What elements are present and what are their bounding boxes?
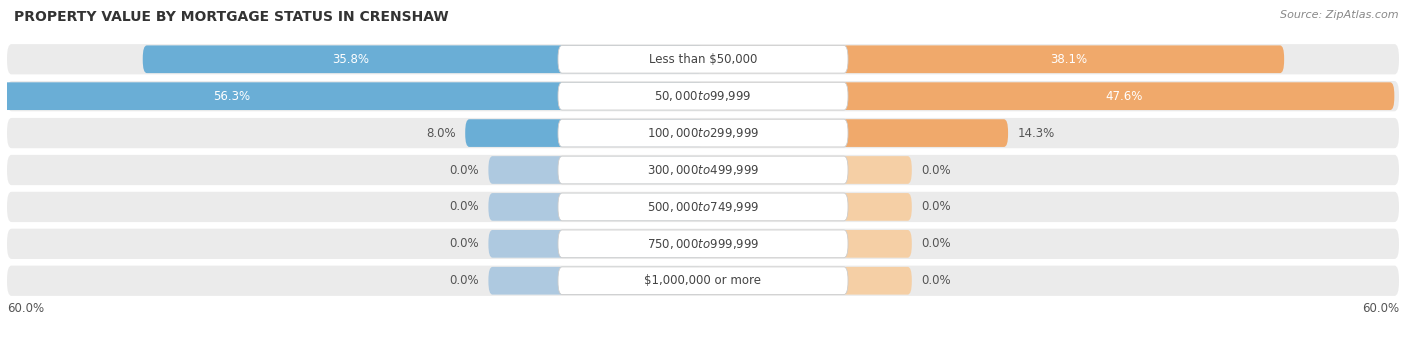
FancyBboxPatch shape [0,82,703,110]
FancyBboxPatch shape [7,44,1399,74]
Text: $50,000 to $99,999: $50,000 to $99,999 [654,89,752,103]
FancyBboxPatch shape [558,119,848,147]
Text: 14.3%: 14.3% [1018,126,1054,140]
Text: $1,000,000 or more: $1,000,000 or more [644,274,762,287]
Text: 38.1%: 38.1% [1050,53,1087,66]
FancyBboxPatch shape [558,46,848,73]
FancyBboxPatch shape [558,156,848,184]
FancyBboxPatch shape [558,230,848,258]
FancyBboxPatch shape [7,266,1399,296]
FancyBboxPatch shape [842,267,912,294]
Text: 0.0%: 0.0% [450,237,479,250]
Text: 0.0%: 0.0% [921,237,950,250]
FancyBboxPatch shape [842,156,912,184]
FancyBboxPatch shape [488,193,703,221]
FancyBboxPatch shape [842,230,912,258]
Text: $300,000 to $499,999: $300,000 to $499,999 [647,163,759,177]
FancyBboxPatch shape [558,193,848,221]
FancyBboxPatch shape [7,155,1399,185]
Text: 60.0%: 60.0% [7,302,44,315]
Text: $100,000 to $299,999: $100,000 to $299,999 [647,126,759,140]
FancyBboxPatch shape [558,82,848,110]
Text: 47.6%: 47.6% [1105,90,1143,103]
FancyBboxPatch shape [7,81,1399,111]
Text: 60.0%: 60.0% [1362,302,1399,315]
FancyBboxPatch shape [842,119,1008,147]
FancyBboxPatch shape [558,267,848,294]
FancyBboxPatch shape [465,119,703,147]
Text: 0.0%: 0.0% [450,274,479,287]
FancyBboxPatch shape [7,229,1399,259]
Text: 0.0%: 0.0% [921,164,950,176]
Text: 56.3%: 56.3% [212,90,250,103]
FancyBboxPatch shape [842,82,1395,110]
Text: 0.0%: 0.0% [921,200,950,214]
FancyBboxPatch shape [143,46,703,73]
FancyBboxPatch shape [7,192,1399,222]
Text: 0.0%: 0.0% [921,274,950,287]
Text: $750,000 to $999,999: $750,000 to $999,999 [647,237,759,251]
Text: 0.0%: 0.0% [450,200,479,214]
Text: Source: ZipAtlas.com: Source: ZipAtlas.com [1281,10,1399,20]
Text: 35.8%: 35.8% [332,53,368,66]
FancyBboxPatch shape [7,118,1399,148]
FancyBboxPatch shape [488,156,703,184]
FancyBboxPatch shape [488,230,703,258]
Text: $500,000 to $749,999: $500,000 to $749,999 [647,200,759,214]
FancyBboxPatch shape [488,267,703,294]
Text: 8.0%: 8.0% [426,126,456,140]
FancyBboxPatch shape [842,46,1284,73]
Text: Less than $50,000: Less than $50,000 [648,53,758,66]
Text: 0.0%: 0.0% [450,164,479,176]
Text: PROPERTY VALUE BY MORTGAGE STATUS IN CRENSHAW: PROPERTY VALUE BY MORTGAGE STATUS IN CRE… [14,10,449,24]
FancyBboxPatch shape [842,193,912,221]
